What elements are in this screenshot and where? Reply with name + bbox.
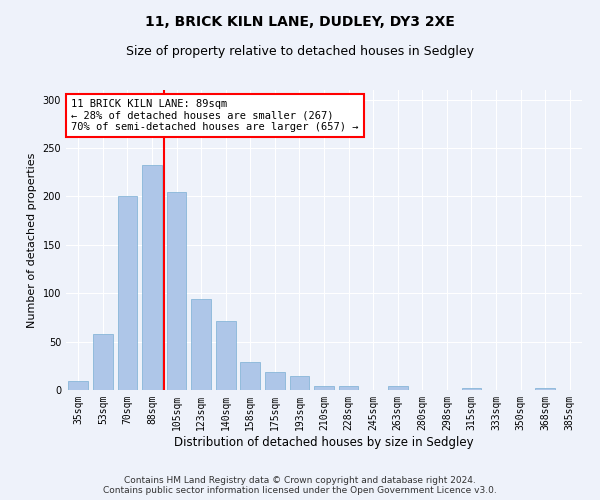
Bar (191, 299, 211, 390)
Bar (68, 382, 88, 390)
Bar (241, 362, 260, 390)
Bar (265, 372, 284, 390)
Bar (142, 164, 162, 390)
Bar (93, 334, 113, 390)
Y-axis label: Number of detached properties: Number of detached properties (27, 152, 37, 328)
Text: 11, BRICK KILN LANE, DUDLEY, DY3 2XE: 11, BRICK KILN LANE, DUDLEY, DY3 2XE (145, 15, 455, 29)
Bar (290, 376, 309, 390)
Bar (118, 196, 137, 390)
Text: Size of property relative to detached houses in Sedgley: Size of property relative to detached ho… (126, 45, 474, 58)
Bar (314, 386, 334, 390)
Bar (535, 388, 555, 390)
Bar (461, 388, 481, 390)
Bar (216, 322, 236, 390)
Text: 11 BRICK KILN LANE: 89sqm
← 28% of detached houses are smaller (267)
70% of semi: 11 BRICK KILN LANE: 89sqm ← 28% of detac… (71, 99, 359, 132)
Text: Contains HM Land Registry data © Crown copyright and database right 2024.
Contai: Contains HM Land Registry data © Crown c… (103, 476, 497, 495)
X-axis label: Distribution of detached houses by size in Sedgley: Distribution of detached houses by size … (174, 436, 474, 448)
Bar (339, 386, 358, 390)
Bar (167, 192, 187, 390)
Bar (388, 386, 407, 390)
